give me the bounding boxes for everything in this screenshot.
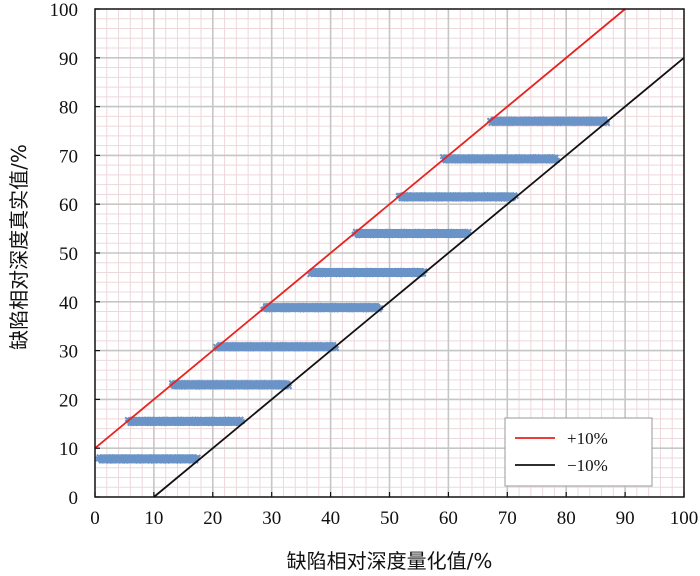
x-tick-label: 0: [90, 508, 100, 529]
y-tick-label: 70: [59, 146, 78, 167]
x-axis-title: 缺陷相对深度量化值/%: [287, 549, 493, 573]
data-points: [95, 116, 611, 465]
minus-10-line: [153, 57, 685, 498]
series-band: [262, 303, 381, 313]
y-tick-label: 60: [59, 195, 78, 216]
x-tick-label: 50: [380, 508, 399, 529]
legend-label: +10%: [567, 429, 608, 448]
y-tick-label: 80: [59, 98, 78, 119]
x-tick-label: 20: [203, 508, 222, 529]
x-tick-label: 70: [498, 508, 517, 529]
series-8: [395, 191, 520, 202]
series-1: [95, 453, 201, 465]
x-tick-label: 60: [439, 508, 458, 529]
series-5: [259, 302, 384, 313]
series-band: [171, 380, 290, 390]
series-6: [307, 267, 428, 278]
series-3: [168, 379, 293, 390]
y-axis-title: 缺陷相对深度真实值/%: [7, 144, 31, 350]
y-tick-label: 20: [59, 390, 78, 411]
y-tick-label: 100: [50, 0, 79, 21]
y-tick-label: 40: [59, 293, 78, 314]
y-axis-ticks: 0 10 20 30 40 50 60 70 80 90 100: [50, 0, 100, 509]
x-tick-label: 90: [616, 508, 635, 529]
y-tick-label: 0: [69, 488, 79, 509]
x-tick-label: 10: [144, 508, 163, 529]
series-band: [489, 116, 608, 126]
legend: +10% −10%: [504, 417, 653, 487]
legend-box: [504, 417, 653, 487]
x-tick-label: 40: [321, 508, 340, 529]
x-tick-label: 80: [557, 508, 576, 529]
y-tick-label: 90: [59, 49, 78, 70]
series-band: [127, 416, 243, 426]
y-tick-label: 30: [59, 342, 78, 363]
series-band: [309, 268, 425, 278]
series-4: [212, 341, 340, 352]
y-tick-label: 10: [59, 439, 78, 460]
series-2: [124, 416, 246, 427]
x-tick-label: 100: [670, 508, 699, 529]
series-band: [442, 154, 558, 164]
legend-label: −10%: [567, 456, 608, 475]
series-10: [486, 116, 611, 127]
plus-10-line: [94, 8, 626, 449]
series-7: [351, 228, 472, 239]
series-9: [439, 153, 561, 164]
series-band: [354, 228, 470, 238]
y-tick-label: 50: [59, 244, 78, 265]
x-tick-label: 30: [262, 508, 281, 529]
series-band: [398, 192, 517, 202]
series-band: [97, 454, 199, 464]
series-band: [215, 342, 337, 352]
x-axis-ticks: 0 10 20 30 40 50 60 70 80 90 100: [90, 492, 698, 529]
reference-lines: [94, 8, 685, 498]
